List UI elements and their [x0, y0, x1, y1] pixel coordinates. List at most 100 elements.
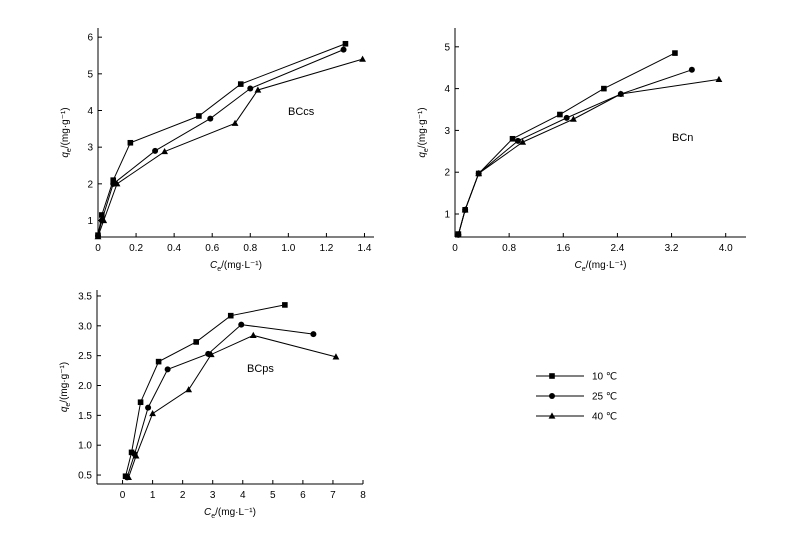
legend-marker: [548, 412, 556, 419]
x-axis-label-sub: e: [211, 513, 215, 520]
y-axis-label: qe/(mg·g⁻¹): [417, 107, 430, 157]
x-tick-label: 1.0: [281, 243, 295, 254]
data-point: [164, 366, 171, 373]
y-tick-label: 4: [444, 84, 450, 95]
series: [454, 75, 723, 238]
x-axis-label-unit: /(mg·L⁻¹): [586, 260, 627, 271]
data-point: [149, 409, 157, 417]
data-point: [247, 85, 254, 92]
panel-title: BCcs: [288, 106, 315, 118]
data-point: [557, 111, 563, 118]
panel-title: BCn: [672, 132, 693, 144]
y-tick-label: 1: [87, 216, 93, 227]
x-axis-label-unit: /(mg·L⁻¹): [221, 260, 262, 271]
x-tick-label: 3: [210, 490, 216, 501]
x-axis-label: Ce/(mg·L⁻¹): [210, 260, 262, 273]
data-point: [254, 86, 262, 93]
y-tick-label: 4: [87, 106, 93, 117]
data-point: [125, 473, 132, 481]
x-tick-label: 1: [150, 490, 156, 501]
series-line: [457, 69, 693, 236]
data-point: [207, 350, 215, 358]
data-point: [688, 66, 695, 73]
y-axis-label-sub: e: [65, 403, 72, 407]
x-tick-label: 5: [270, 490, 276, 501]
y-axis-label-var: q: [59, 406, 70, 412]
data-point: [152, 147, 159, 154]
legend: 10 ℃ 25 ℃ 40 ℃: [536, 372, 617, 423]
y-tick-label: 2: [444, 168, 450, 179]
y-axis-label-sub: e: [66, 148, 73, 152]
data-point: [127, 139, 134, 146]
data-point: [617, 90, 625, 97]
y-axis-label: qe/(mg·g⁻¹): [59, 362, 72, 412]
x-axis-label-sub: e: [217, 266, 221, 273]
panel-title: BCps: [247, 363, 274, 375]
data-point: [454, 231, 462, 238]
x-tick-label: 6: [300, 490, 306, 501]
data-point: [310, 331, 317, 338]
x-tick-label: 2.4: [610, 243, 624, 254]
data-point: [461, 206, 469, 213]
data-point: [128, 449, 135, 456]
x-axis-label-sub: e: [582, 266, 586, 273]
legend-label: 10 ℃: [592, 372, 617, 383]
data-point: [161, 147, 169, 155]
series: [95, 40, 349, 238]
data-point: [196, 113, 202, 119]
data-point: [519, 138, 527, 145]
series-line: [97, 43, 346, 236]
x-tick-label: 7: [330, 490, 336, 501]
y-axis-label-var: q: [417, 152, 428, 158]
x-tick-label: 0.4: [167, 243, 181, 254]
x-axis-label-var: C: [204, 507, 212, 518]
series-line: [126, 324, 314, 478]
data-point: [231, 119, 239, 126]
chart-bccs: 0 0.2 0.4 0.6 0.8 1.0 1.2 1.4123456Ce/(mg·L⁻¹)q…: [60, 28, 374, 273]
y-axis-label: qe/(mg·g⁻¹): [60, 107, 73, 157]
series: [455, 66, 695, 238]
x-axis-label: Ce/(mg·L⁻¹): [575, 260, 627, 273]
x-tick-label: 0: [120, 490, 126, 501]
data-point: [342, 40, 349, 47]
series: [455, 50, 678, 237]
y-tick-label: 5: [87, 69, 93, 80]
y-tick-label: 3.5: [78, 291, 92, 302]
y-tick-label: 2.5: [78, 351, 92, 362]
data-point: [475, 169, 483, 177]
data-point: [563, 114, 570, 121]
data-point: [332, 353, 340, 360]
data-point: [145, 404, 152, 411]
legend-label: 40 ℃: [592, 412, 617, 423]
y-tick-label: 6: [87, 33, 93, 44]
series-line: [97, 49, 344, 237]
data-point: [113, 180, 121, 187]
data-point: [509, 135, 516, 142]
x-axis-label-var: C: [575, 260, 583, 271]
data-point: [359, 55, 366, 62]
data-point: [715, 75, 723, 83]
data-point: [340, 46, 347, 53]
data-point: [207, 115, 214, 122]
x-tick-label: 4: [240, 490, 246, 501]
data-point: [137, 399, 144, 406]
y-tick-label: 3: [87, 143, 93, 154]
data-point: [99, 212, 105, 218]
x-axis-label-var: C: [210, 260, 218, 271]
x-tick-label: 1.4: [358, 243, 372, 254]
x-tick-label: 3.2: [665, 243, 679, 254]
legend-label: 25 ℃: [592, 392, 617, 403]
data-point: [249, 331, 257, 338]
series-line: [125, 304, 285, 477]
y-tick-label: 1.5: [78, 411, 92, 422]
y-tick-label: 2: [87, 179, 93, 190]
data-point: [227, 312, 234, 319]
y-axis-label-var: q: [60, 152, 71, 158]
series-line: [97, 58, 363, 237]
y-axis-label-unit: /(mg·g⁻¹): [417, 107, 428, 148]
data-point: [237, 81, 244, 87]
x-tick-label: 8: [360, 490, 366, 501]
x-tick-label: 0.6: [205, 243, 219, 254]
chart-bcn: 0 0.8 1.6 2.4 3.2 4.012345Ce/(mg·L⁻¹)qe/(mg·g…: [417, 28, 746, 273]
